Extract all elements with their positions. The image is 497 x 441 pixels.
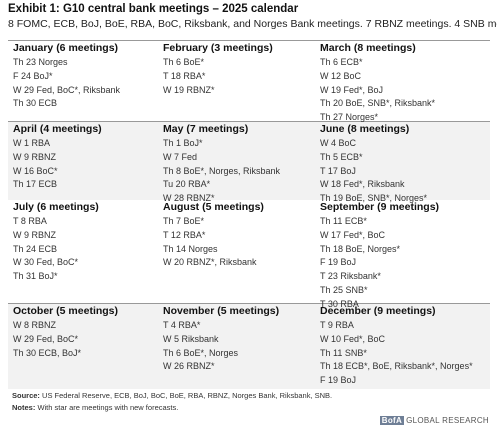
meeting-entry: W 7 Fed <box>163 151 198 162</box>
month-heading: November (5 meetings) <box>163 305 280 317</box>
meeting-entry: Th 6 ECB* <box>320 57 363 67</box>
source-label: Source: <box>12 391 40 400</box>
row-band <box>8 121 490 200</box>
meeting-entry: W 19 Fed*, BoJ <box>320 84 384 95</box>
meeting-entry: T 4 RBA* <box>163 320 201 330</box>
meeting-entry: Th 17 ECB <box>13 179 58 190</box>
meeting-entry: T 17 BoJ <box>320 165 356 176</box>
month-heading: September (9 meetings) <box>320 201 440 213</box>
meeting-entry: T 23 Riksbank* <box>320 271 381 282</box>
month-heading: December (9 meetings) <box>320 305 436 317</box>
month-heading: March (8 meetings) <box>320 42 416 54</box>
meeting-entry: Th 11 SNB* <box>320 347 367 358</box>
row-band <box>8 303 490 389</box>
meeting-entry: W 26 RBNZ* <box>163 361 215 372</box>
meeting-entry: W 1 RBA <box>13 138 51 148</box>
meeting-entry: W 29 Fed, BoC*, Riksbank <box>13 84 121 95</box>
source: Source: US Federal Reserve, ECB, BoJ, Bo… <box>12 391 332 400</box>
meeting-entry: Th 8 BoE*, Norges, Riksbank <box>163 165 281 176</box>
month-heading: October (5 meetings) <box>13 305 119 317</box>
meeting-entry: W 16 BoC* <box>13 165 58 176</box>
meeting-entry: Tu 20 RBA* <box>163 179 211 190</box>
source-text: US Federal Reserve, ECB, BoJ, BoC, BoE, … <box>42 391 333 400</box>
brand-text: GLOBAL RESEARCH <box>406 416 489 425</box>
notes: Notes: With star are meetings with new f… <box>12 403 178 412</box>
month-heading: January (6 meetings) <box>13 42 119 54</box>
meeting-entry: Th 18 ECB*, BoE, Riksbank*, Norges* <box>320 361 473 372</box>
month-heading: May (7 meetings) <box>163 123 249 135</box>
meeting-entry: T 18 RBA* <box>163 70 206 81</box>
meeting-entry: Th 27 Norges* <box>320 112 379 123</box>
month-heading: August (5 meetings) <box>163 201 264 213</box>
meeting-entry: Th 23 Norges <box>13 57 68 67</box>
meeting-entry: F 19 BoJ <box>320 257 357 268</box>
month-heading: June (8 meetings) <box>320 123 410 135</box>
meeting-entry: W 28 RBNZ* <box>163 193 215 204</box>
meeting-entry: W 20 RBNZ*, Riksbank <box>163 257 257 268</box>
meeting-entry: Th 14 Norges <box>163 243 218 254</box>
meeting-entry: Th 30 ECB, BoJ* <box>13 347 82 358</box>
meeting-entry: Th 5 ECB* <box>320 151 363 162</box>
notes-text: With star are meetings with new forecast… <box>37 403 179 412</box>
meeting-entry: Th 30 ECB <box>13 98 58 109</box>
meeting-entry: Th 20 BoE, SNB*, Riksbank* <box>320 98 436 109</box>
meeting-entry: W 19 RBNZ* <box>163 84 215 95</box>
meeting-entry: Th 25 SNB* <box>320 285 368 295</box>
meeting-entry: Th 19 BoE, SNB*, Norges* <box>320 193 428 204</box>
meeting-entry: W 4 BoC <box>320 138 357 148</box>
meeting-entry: T 9 RBA <box>320 320 354 330</box>
meeting-entry: W 9 RBNZ <box>13 151 57 162</box>
month-heading: February (3 meetings) <box>163 42 273 54</box>
title: Exhibit 1: G10 central bank meetings – 2… <box>8 3 299 15</box>
meeting-entry: Th 6 BoE*, Norges <box>163 347 239 358</box>
meeting-entry: Th 7 BoE* <box>163 216 205 226</box>
brand-logo: BofA <box>379 416 405 425</box>
meeting-entry: Th 31 BoJ* <box>13 271 58 282</box>
meeting-entry: W 9 RBNZ <box>13 229 57 240</box>
meeting-entry: Th 18 BoE, Norges* <box>320 243 401 254</box>
meeting-entry: T 30 RBA <box>320 298 359 309</box>
meeting-entry: W 5 Riksbank <box>163 333 219 344</box>
meeting-entry: W 8 RBNZ <box>13 320 57 330</box>
month-heading: April (4 meetings) <box>13 123 102 135</box>
meeting-entry: W 17 Fed*, BoC <box>320 229 386 240</box>
notes-label: Notes: <box>12 403 36 412</box>
meeting-entry: Th 6 BoE* <box>163 57 205 67</box>
row-band <box>8 40 490 122</box>
meeting-entry: Th 1 BoJ* <box>163 138 203 148</box>
meeting-entry: T 8 RBA <box>13 216 47 226</box>
month-heading: July (6 meetings) <box>13 201 99 213</box>
meeting-entry: F 24 BoJ* <box>13 70 53 81</box>
brand: BofA GLOBAL RESEARCH <box>379 416 489 425</box>
meeting-entry: Th 24 ECB <box>13 243 58 254</box>
subtitle: 8 FOMC, ECB, BoJ, BoE, RBA, BoC, Riksban… <box>8 18 497 30</box>
meeting-entry: F 19 BoJ <box>320 375 357 386</box>
meeting-entry: T 12 RBA* <box>163 229 206 240</box>
meeting-entry: W 30 Fed, BoC* <box>13 257 79 268</box>
meeting-entry: W 29 Fed, BoC* <box>13 333 79 344</box>
meeting-entry: Th 11 ECB* <box>320 216 367 226</box>
meeting-entry: W 12 BoC <box>320 70 362 81</box>
row-band <box>8 199 490 304</box>
meeting-entry: W 10 Fed*, BoC <box>320 333 386 344</box>
meeting-entry: W 18 Fed*, Riksbank <box>320 179 405 190</box>
